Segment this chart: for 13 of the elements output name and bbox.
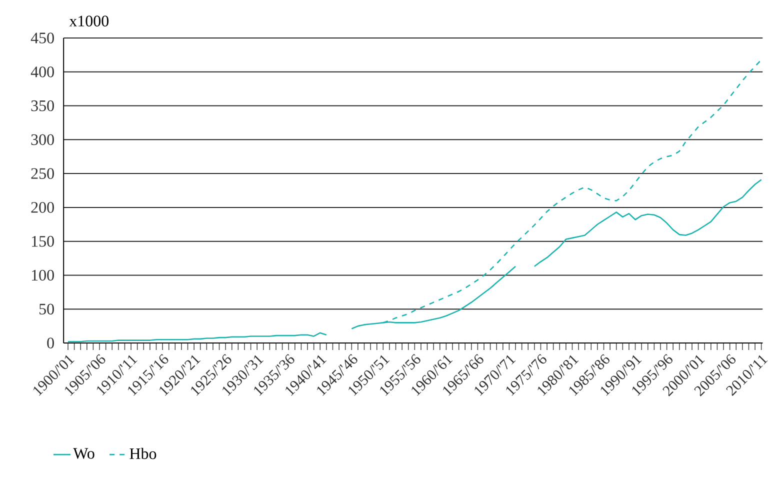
y-axis-title: x1000 [69,16,109,26]
y-tick-label: 400 [30,66,54,78]
y-tick-label: 250 [31,168,54,179]
legend-label: Hbo [130,448,156,460]
y-tick-label: 150 [32,236,54,247]
legend-label: Wo [73,448,94,459]
y-tick-label: 100 [32,270,54,281]
y-tick-label: 300 [31,134,54,146]
y-tick-label: 50 [39,304,54,315]
y-tick-label: 350 [31,100,54,112]
y-tick-label: 200 [31,202,54,213]
y-tick-label: 0 [47,338,54,348]
y-tick-label: 450 [30,32,54,44]
